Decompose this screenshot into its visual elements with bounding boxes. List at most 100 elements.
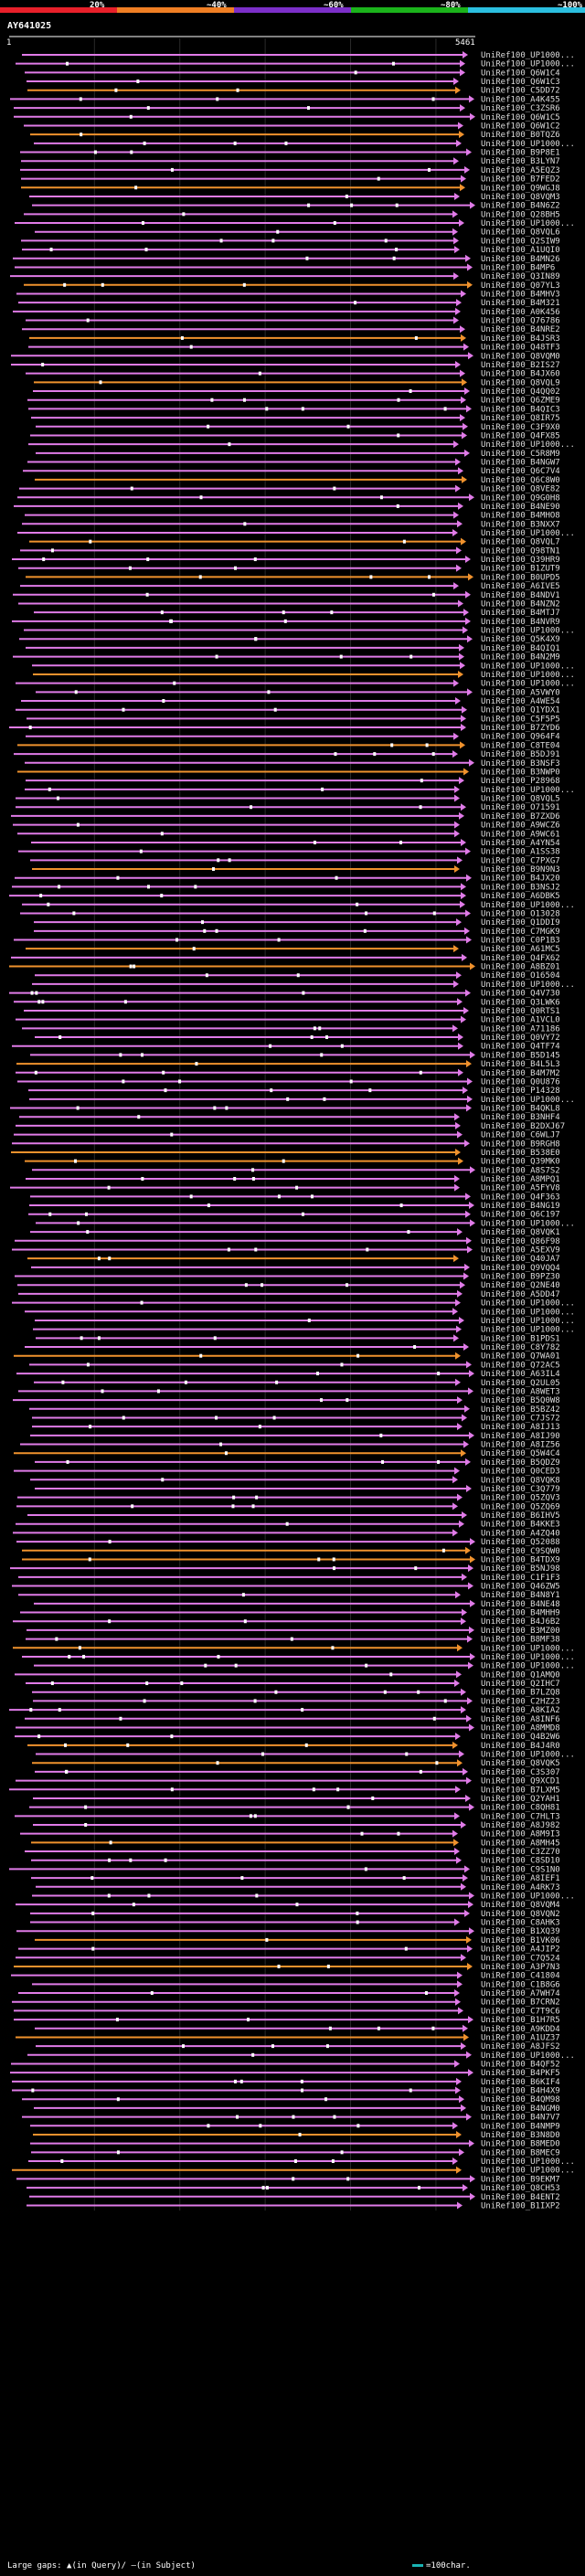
hit-label[interactable]: UniRef100_Q9WGJ8 bbox=[481, 184, 560, 193]
hit-row[interactable]: UniRef100_B4J6B2 bbox=[13, 1617, 560, 1627]
hit-row[interactable]: UniRef100_B5DJ91 bbox=[14, 750, 560, 759]
hit-label[interactable]: UniRef100_Q9G0H8 bbox=[481, 493, 560, 503]
hit-label[interactable]: UniRef100_C7MGK9 bbox=[481, 928, 560, 937]
hit-row[interactable]: UniRef100_B9N9N3 bbox=[32, 865, 560, 875]
hit-label[interactable]: UniRef100_B4M321 bbox=[481, 299, 560, 308]
hit-label[interactable]: UniRef100_A8JFS2 bbox=[481, 2042, 560, 2051]
hit-label[interactable]: UniRef100_Q46ZW5 bbox=[481, 1583, 560, 1592]
hit-label[interactable]: UniRef100_O13028 bbox=[481, 909, 560, 918]
hit-row[interactable]: UniRef100_B4N2M9 bbox=[13, 652, 560, 663]
hit-row[interactable]: UniRef100_UP1000... bbox=[22, 900, 575, 910]
hit-row[interactable]: UniRef100_UP1000... bbox=[27, 2051, 575, 2061]
hit-row[interactable]: UniRef100_B4NZN2 bbox=[18, 599, 560, 609]
hit-label[interactable]: UniRef100_B6IHV5 bbox=[481, 1511, 560, 1521]
hit-label[interactable]: UniRef100_B0UPD5 bbox=[481, 573, 560, 582]
hit-row[interactable]: UniRef100_A1SS38 bbox=[18, 847, 560, 857]
hit-row[interactable]: UniRef100_B4MTJ7 bbox=[34, 609, 560, 618]
hit-row[interactable]: UniRef100_Q964F4 bbox=[26, 732, 560, 742]
hit-row[interactable]: UniRef100_Q5ZQV3 bbox=[17, 1493, 560, 1503]
hit-label[interactable]: UniRef100_C5DD72 bbox=[481, 87, 560, 96]
hit-row[interactable]: UniRef100_Q5K4X9 bbox=[19, 635, 560, 644]
hit-label[interactable]: UniRef100_B4H4X9 bbox=[481, 2087, 560, 2096]
hit-row[interactable]: UniRef100_UP1000... bbox=[33, 670, 575, 680]
hit-row[interactable]: UniRef100_A9WCZ6 bbox=[13, 821, 560, 831]
hit-label[interactable]: UniRef100_A8J982 bbox=[481, 1821, 560, 1830]
hit-row[interactable]: UniRef100_C3S307 bbox=[35, 1767, 560, 1777]
hit-row[interactable]: UniRef100_C8QH81 bbox=[29, 1803, 560, 1813]
hit-row[interactable]: UniRef100_A3P7N3 bbox=[14, 1962, 560, 1972]
hit-row[interactable]: UniRef100_A8S7S2 bbox=[32, 1166, 560, 1175]
hit-label[interactable]: UniRef100_B7ZYD6 bbox=[481, 724, 560, 733]
hit-row[interactable]: UniRef100_Q8VQK1 bbox=[30, 1228, 560, 1237]
hit-label[interactable]: UniRef100_B2IS27 bbox=[481, 361, 560, 370]
hit-row[interactable]: UniRef100_A5FYV8 bbox=[10, 1183, 560, 1193]
hit-label[interactable]: UniRef100_A8MPQ1 bbox=[481, 1175, 560, 1184]
hit-label[interactable]: UniRef100_Q8VQM4 bbox=[481, 1901, 560, 1910]
hit-row[interactable]: UniRef100_Q86F98 bbox=[15, 1236, 560, 1246]
hit-row[interactable]: UniRef100_Q1AMQ0 bbox=[15, 1670, 560, 1680]
hit-row[interactable]: UniRef100_Q0CED3 bbox=[14, 1467, 560, 1477]
hit-label[interactable]: UniRef100_A0K456 bbox=[481, 308, 560, 317]
hit-row[interactable]: UniRef100_B9RGH8 bbox=[12, 1140, 560, 1149]
hit-label[interactable]: UniRef100_Q8VQL5 bbox=[481, 795, 560, 804]
hit-label[interactable]: UniRef100_B4MP6 bbox=[481, 263, 555, 272]
hit-label[interactable]: UniRef100_C9S1N0 bbox=[481, 1865, 560, 1874]
hit-label[interactable]: UniRef100_A9WC61 bbox=[481, 830, 560, 839]
hit-row[interactable]: UniRef100_A8IJ13 bbox=[32, 1423, 560, 1432]
hit-row[interactable]: UniRef100_B4MN26 bbox=[13, 254, 560, 264]
hit-label[interactable]: UniRef100_B9N9N3 bbox=[481, 865, 560, 875]
hit-row[interactable]: UniRef100_A8INF6 bbox=[25, 1714, 560, 1724]
hit-label[interactable]: UniRef100_UP1000... bbox=[481, 680, 575, 689]
hit-label[interactable]: UniRef100_A4K455 bbox=[481, 95, 560, 104]
hit-label[interactable]: UniRef100_B2DXJ67 bbox=[481, 1122, 565, 1131]
hit-row[interactable]: UniRef100_B5BZ42 bbox=[29, 1405, 560, 1415]
hit-row[interactable]: UniRef100_C7JS72 bbox=[32, 1414, 560, 1423]
hit-label[interactable]: UniRef100_C41804 bbox=[481, 1972, 560, 1981]
hit-row[interactable]: UniRef100_B3LYN7 bbox=[21, 157, 560, 166]
hit-label[interactable]: UniRef100_B4NE90 bbox=[481, 503, 560, 512]
hit-label[interactable]: UniRef100_B3N8D0 bbox=[481, 2131, 560, 2140]
hit-row[interactable]: UniRef100_Q9WGJ8 bbox=[21, 184, 560, 193]
hit-row[interactable]: UniRef100_Q4FX85 bbox=[30, 431, 560, 440]
hit-label[interactable]: UniRef100_A6DBK5 bbox=[481, 892, 560, 901]
hit-label[interactable]: UniRef100_C7HLT3 bbox=[481, 1812, 560, 1821]
hit-label[interactable]: UniRef100_Q5K4X9 bbox=[481, 635, 560, 644]
hit-label[interactable]: UniRef100_C5R8M9 bbox=[481, 450, 560, 459]
hit-label[interactable]: UniRef100_A5VWY0 bbox=[481, 688, 560, 697]
hit-label[interactable]: UniRef100_UP1000... bbox=[481, 1662, 575, 1671]
hit-label[interactable]: UniRef100_A8MH45 bbox=[481, 1839, 560, 1848]
hit-label[interactable]: UniRef100_Q4FX85 bbox=[481, 431, 560, 440]
hit-row[interactable]: UniRef100_Q8VE82 bbox=[19, 484, 560, 494]
hit-label[interactable]: UniRef100_C3S307 bbox=[481, 1768, 560, 1777]
hit-label[interactable]: UniRef100_C7T9C6 bbox=[481, 2007, 560, 2016]
hit-label[interactable]: UniRef100_B4NE48 bbox=[481, 1600, 560, 1609]
hit-row[interactable]: UniRef100_Q5ZQ69 bbox=[16, 1502, 560, 1511]
hit-row[interactable]: UniRef100_Q8VQL7 bbox=[29, 537, 560, 547]
hit-label[interactable]: UniRef100_UP1000... bbox=[481, 51, 575, 60]
hit-row[interactable]: UniRef100_A4ZQ40 bbox=[13, 1529, 560, 1538]
hit-label[interactable]: UniRef100_B5DJ91 bbox=[481, 750, 560, 759]
hit-label[interactable]: UniRef100_B4MTJ7 bbox=[481, 609, 560, 618]
hit-row[interactable]: UniRef100_B3MZ00 bbox=[27, 1626, 560, 1636]
hit-row[interactable]: UniRef100_Q6W1C2 bbox=[24, 122, 560, 131]
hit-row[interactable]: UniRef100_UP1000... bbox=[12, 1299, 575, 1309]
hit-label[interactable]: UniRef100_UP1000... bbox=[481, 140, 575, 149]
hit-label[interactable]: UniRef100_Q8VQM0 bbox=[481, 352, 560, 361]
hit-label[interactable]: UniRef100_B4JSR3 bbox=[481, 334, 560, 344]
hit-row[interactable]: UniRef100_Q0U876 bbox=[17, 1077, 560, 1087]
hit-row[interactable]: UniRef100_B8MF38 bbox=[26, 1635, 560, 1645]
hit-label[interactable]: UniRef100_B5Q0W8 bbox=[481, 1396, 560, 1405]
hit-row[interactable]: UniRef100_UP1000... bbox=[35, 1316, 575, 1326]
hit-row[interactable]: UniRef100_UP1000... bbox=[16, 59, 575, 69]
hit-row[interactable]: UniRef100_Q2NE40 bbox=[17, 1281, 560, 1290]
hit-row[interactable]: UniRef100_B6KIF4 bbox=[12, 2077, 560, 2087]
hit-label[interactable]: UniRef100_B7CRN2 bbox=[481, 1998, 560, 2008]
hit-label[interactable]: UniRef100_Q6W1C2 bbox=[481, 122, 560, 131]
hit-row[interactable]: UniRef100_A4JIP2 bbox=[18, 1945, 560, 1955]
hit-row[interactable]: UniRef100_UP1000... bbox=[34, 1661, 575, 1671]
hit-label[interactable]: UniRef100_B3NWP0 bbox=[481, 768, 560, 777]
hit-row[interactable]: UniRef100_B4QKL8 bbox=[10, 1104, 560, 1114]
hit-label[interactable]: UniRef100_C6WLJ7 bbox=[481, 1131, 560, 1140]
hit-row[interactable]: UniRef100_A63IL4 bbox=[16, 1370, 560, 1379]
hit-label[interactable]: UniRef100_P28968 bbox=[481, 777, 560, 786]
